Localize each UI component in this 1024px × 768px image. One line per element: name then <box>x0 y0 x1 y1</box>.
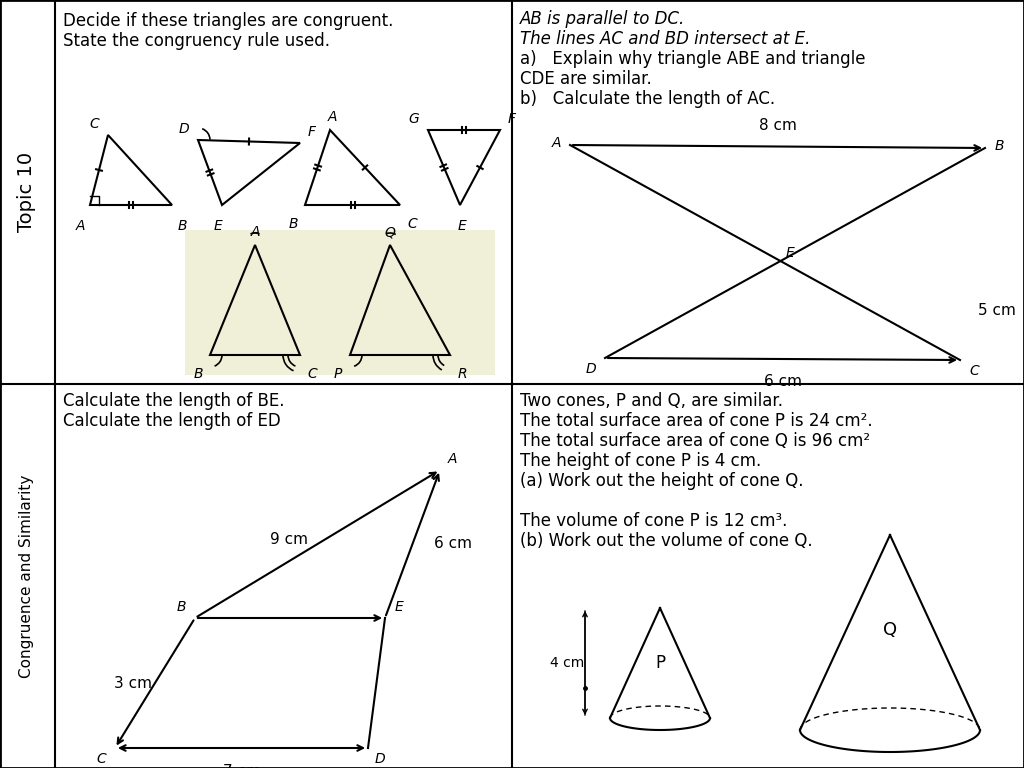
Text: E: E <box>214 219 222 233</box>
Text: A: A <box>551 136 561 150</box>
Text: 5 cm: 5 cm <box>978 303 1016 318</box>
Text: E: E <box>786 246 795 260</box>
Text: E: E <box>394 600 403 614</box>
Text: B: B <box>288 217 298 231</box>
Text: F: F <box>308 125 316 139</box>
Text: A: A <box>447 452 457 466</box>
Text: C: C <box>307 367 316 381</box>
Text: The height of cone P is 4 cm.: The height of cone P is 4 cm. <box>520 452 761 470</box>
Text: 6 cm: 6 cm <box>764 374 802 389</box>
Text: State the congruency rule used.: State the congruency rule used. <box>63 32 330 50</box>
Text: Decide if these triangles are congruent.: Decide if these triangles are congruent. <box>63 12 393 30</box>
Text: 3 cm: 3 cm <box>114 676 152 690</box>
Text: Calculate the length of ED: Calculate the length of ED <box>63 412 281 430</box>
Text: 9 cm: 9 cm <box>270 531 308 547</box>
Text: CDE are similar.: CDE are similar. <box>520 70 651 88</box>
Text: The lines AC and BD intersect at E.: The lines AC and BD intersect at E. <box>520 30 810 48</box>
Text: C: C <box>89 117 99 131</box>
Text: A: A <box>75 219 85 233</box>
Text: C: C <box>96 752 105 766</box>
Text: D: D <box>586 362 596 376</box>
Text: B: B <box>194 367 203 381</box>
Text: Calculate the length of BE.: Calculate the length of BE. <box>63 392 285 410</box>
Text: B: B <box>994 139 1004 153</box>
Text: The volume of cone P is 12 cm³.: The volume of cone P is 12 cm³. <box>520 512 787 530</box>
Text: A: A <box>250 225 260 239</box>
Text: P: P <box>334 367 342 381</box>
Text: 7 cm: 7 cm <box>222 764 260 768</box>
Text: P: P <box>655 654 665 672</box>
Text: A: A <box>328 110 337 124</box>
Text: R: R <box>457 367 467 381</box>
Text: Topic 10: Topic 10 <box>17 152 37 232</box>
Text: AB is parallel to DC.: AB is parallel to DC. <box>520 10 685 28</box>
Text: Q: Q <box>883 621 897 639</box>
Text: B: B <box>177 219 186 233</box>
Text: F: F <box>508 112 516 126</box>
Bar <box>185 230 495 375</box>
Text: 8 cm: 8 cm <box>759 118 797 133</box>
Text: B: B <box>176 600 185 614</box>
Text: 4 cm: 4 cm <box>550 656 584 670</box>
Text: 6 cm: 6 cm <box>434 537 472 551</box>
Text: C: C <box>969 364 979 378</box>
Text: E: E <box>458 219 466 233</box>
Text: D: D <box>375 752 385 766</box>
Text: D: D <box>178 122 189 136</box>
Text: (a) Work out the height of cone Q.: (a) Work out the height of cone Q. <box>520 472 804 490</box>
Text: b)   Calculate the length of AC.: b) Calculate the length of AC. <box>520 90 775 108</box>
Text: Q: Q <box>385 225 395 239</box>
Text: The total surface area of cone P is 24 cm².: The total surface area of cone P is 24 c… <box>520 412 872 430</box>
Text: Two cones, P and Q, are similar.: Two cones, P and Q, are similar. <box>520 392 783 410</box>
Text: C: C <box>408 217 417 231</box>
Text: a)   Explain why triangle ABE and triangle: a) Explain why triangle ABE and triangle <box>520 50 865 68</box>
Text: G: G <box>409 112 420 126</box>
Text: Congruence and Similarity: Congruence and Similarity <box>19 475 35 677</box>
Text: (b) Work out the volume of cone Q.: (b) Work out the volume of cone Q. <box>520 532 813 550</box>
Text: The total surface area of cone Q is 96 cm²: The total surface area of cone Q is 96 c… <box>520 432 870 450</box>
